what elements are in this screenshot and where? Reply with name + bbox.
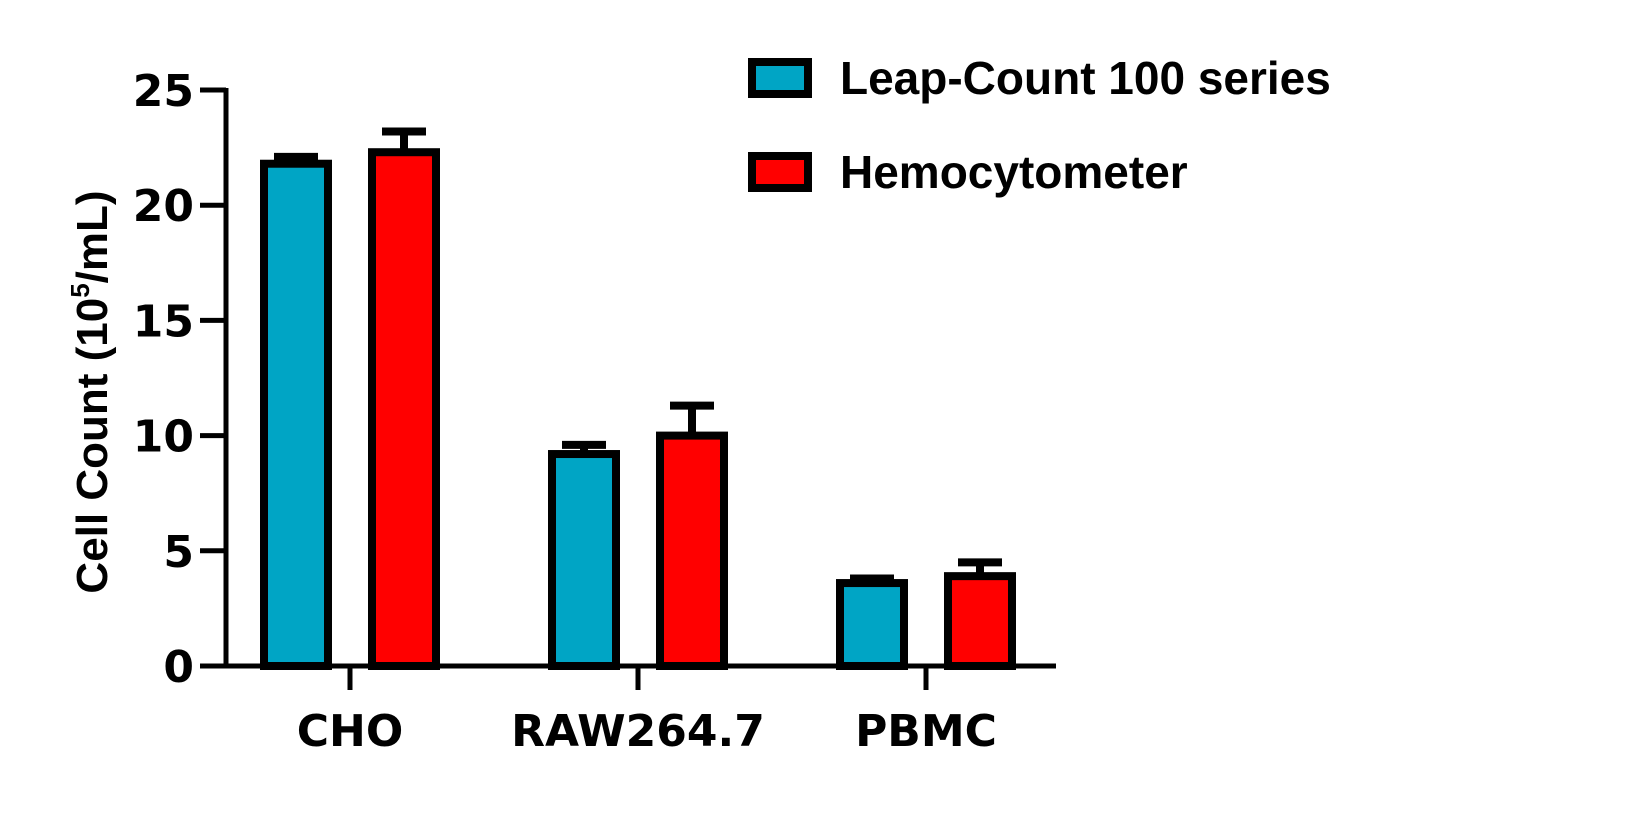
y-tick-label: 5 (163, 527, 194, 578)
y-axis-title-superscript: 5 (65, 283, 95, 297)
legend-label: Leap-Count 100 series (840, 52, 1331, 104)
x-tick-label: PBMC (855, 706, 997, 757)
y-axis-title-unit: /mL) (68, 190, 117, 283)
legend-swatch (748, 152, 812, 192)
y-tick-label: 0 (163, 642, 194, 693)
bar-hemocytometer-pbmc (944, 572, 1016, 670)
y-tick-label: 20 (133, 181, 194, 232)
y-tick-label: 25 (133, 66, 194, 117)
bar-hemocytometer-cho (368, 148, 440, 670)
bar-leap-count-raw2647 (548, 450, 620, 671)
legend: Leap-Count 100 series Hemocytometer (748, 52, 1331, 198)
bar-leap-count-pbmc (836, 579, 908, 671)
legend-swatch (748, 58, 812, 98)
y-axis-title: Cell Count (105/mL) (65, 190, 117, 593)
bar-leap-count-cho (260, 159, 332, 670)
y-tick-label: 10 (133, 412, 194, 463)
bar-hemocytometer-raw2647 (656, 431, 728, 670)
x-tick-label: RAW264.7 (511, 706, 765, 757)
legend-label: Hemocytometer (840, 146, 1188, 198)
y-axis-title-main: Cell Count (10 (68, 298, 117, 594)
y-tick-label: 15 (133, 296, 194, 347)
x-tick-label: CHO (297, 706, 404, 757)
plot-area: 0 5 10 15 20 25 CHO RAW264.7 PBMC (133, 66, 1056, 757)
